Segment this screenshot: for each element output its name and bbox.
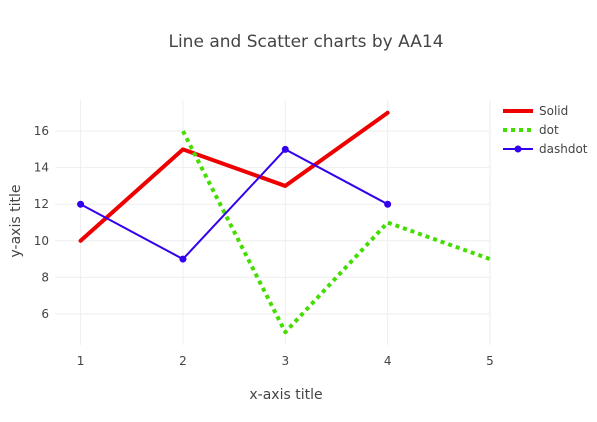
y-tick-label-16: 16	[34, 124, 49, 138]
series-point-dashdot-2	[179, 255, 187, 263]
series-line-solid	[78, 110, 390, 243]
x-axis-ticks: 1 2 3 4 5	[77, 354, 494, 368]
legend-marker-dashdot	[514, 145, 522, 153]
y-tick-label-12: 12	[34, 197, 49, 211]
x-tick-label-2: 2	[179, 354, 187, 368]
y-tick-label-6: 6	[41, 307, 49, 321]
series-line-dashdot	[79, 148, 389, 261]
x-axis-title: x-axis title	[249, 387, 322, 403]
legend-label-solid: Solid	[539, 104, 568, 118]
legend-item-dashdot[interactable]: dashdot	[503, 142, 588, 156]
y-tick-label-10: 10	[34, 234, 49, 248]
y-axis-title: y-axis title	[8, 185, 24, 258]
chart-title: Line and Scatter charts by AA14	[168, 32, 443, 52]
y-axis-ticks: 6 8 10 12 14 16	[34, 124, 49, 321]
y-tick-label-14: 14	[34, 161, 49, 175]
legend-item-dot[interactable]: dot	[503, 123, 559, 137]
series-point-dashdot-1	[77, 200, 85, 208]
legend: Solid dot dashdot	[503, 104, 588, 156]
series-point-dashdot-3	[281, 145, 289, 153]
x-tick-label-4: 4	[384, 354, 392, 368]
y-tick-label-8: 8	[41, 270, 49, 284]
x-tick-label-1: 1	[77, 354, 85, 368]
series-layer	[77, 110, 491, 335]
legend-label-dashdot: dashdot	[539, 142, 588, 156]
series-point-dashdot-4	[384, 200, 392, 208]
x-tick-label-3: 3	[281, 354, 289, 368]
legend-item-solid[interactable]: Solid	[503, 104, 568, 118]
series-line-dot	[181, 130, 491, 335]
grid	[55, 100, 491, 345]
x-tick-label-5: 5	[486, 354, 494, 368]
legend-label-dot: dot	[539, 123, 559, 137]
